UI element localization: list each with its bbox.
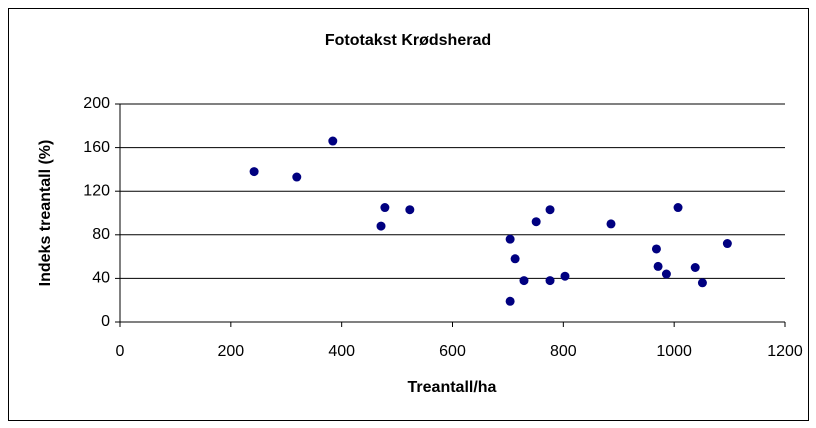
x-tick-label: 1200 xyxy=(767,343,803,360)
x-tick-label: 600 xyxy=(439,343,466,360)
y-tick-label: 120 xyxy=(83,182,110,199)
x-tick-label: 0 xyxy=(116,343,125,360)
point xyxy=(376,221,386,231)
y-tick-label: 0 xyxy=(101,313,110,330)
point xyxy=(328,136,338,146)
x-tick-label: 800 xyxy=(550,343,577,360)
point xyxy=(380,203,390,213)
point xyxy=(505,234,515,244)
x-tick-label: 200 xyxy=(217,343,244,360)
point xyxy=(249,167,259,177)
point xyxy=(661,269,671,279)
point xyxy=(545,205,555,215)
x-tick-label: 400 xyxy=(328,343,355,360)
point xyxy=(531,217,541,227)
point xyxy=(697,278,707,288)
chart-border xyxy=(8,8,809,421)
y-tick-label: 200 xyxy=(83,95,110,112)
x-tick-label: 1000 xyxy=(656,343,692,360)
y-tick-label: 40 xyxy=(92,270,110,287)
point xyxy=(545,276,555,286)
x-axis-label: Treantall/ha xyxy=(408,379,497,396)
point xyxy=(722,239,732,249)
point xyxy=(673,203,683,213)
point xyxy=(690,263,700,272)
point xyxy=(519,276,529,286)
point xyxy=(505,296,515,306)
point xyxy=(510,254,520,264)
point xyxy=(606,219,616,229)
chart-title: Fototakst Krødsherad xyxy=(325,32,491,49)
y-axis-label: Indeks treantall (%) xyxy=(37,140,54,287)
point xyxy=(560,271,570,281)
y-tick-label: 80 xyxy=(92,226,110,243)
point xyxy=(653,261,663,271)
y-tick-label: 160 xyxy=(83,139,110,156)
point xyxy=(405,205,415,215)
point xyxy=(292,172,302,182)
point xyxy=(651,244,661,254)
